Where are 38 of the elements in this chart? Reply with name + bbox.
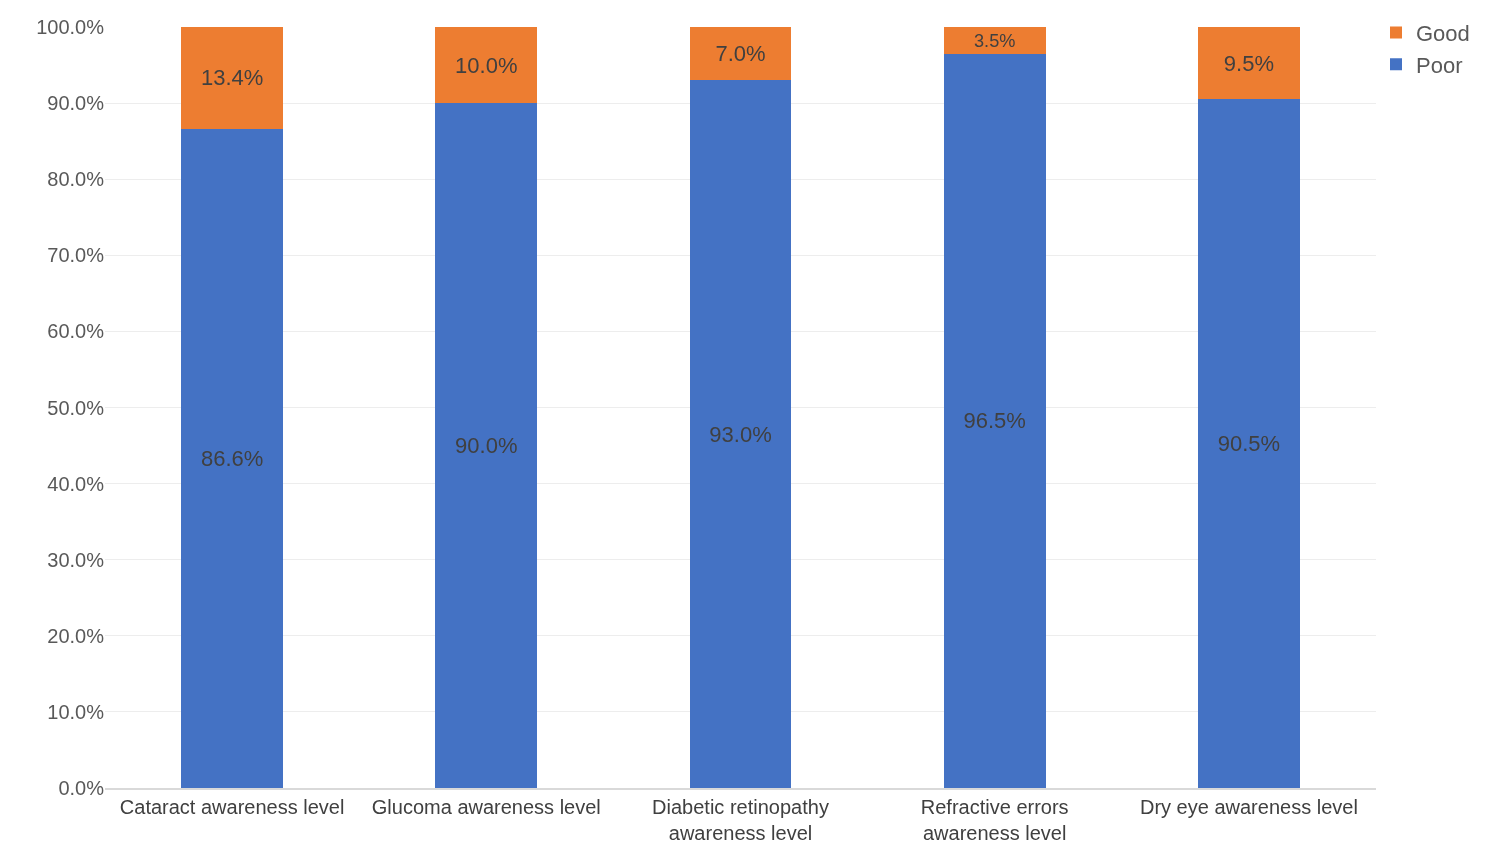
y-tick-label: 20.0% [47, 624, 105, 647]
legend-label: Good [1416, 21, 1470, 47]
bar [689, 80, 792, 788]
x-tick-label: Dry eye awareness level [1139, 796, 1358, 818]
bar [435, 27, 538, 104]
y-tick-label: 100.0% [36, 16, 105, 38]
y-tick-label: 40.0% [47, 472, 105, 495]
data-label: 9.5% [1223, 50, 1274, 76]
y-tick-label: 0.0% [58, 777, 105, 799]
data-label: 7.0% [715, 41, 766, 67]
y-tick-label: 60.0% [47, 320, 105, 343]
data-label: 86.6% [200, 445, 264, 471]
data-label: 13.4% [200, 65, 264, 91]
y-tick-label: 90.0% [47, 92, 105, 115]
x-tick-label: Diabetic retinopathy awareness level [652, 796, 829, 844]
y-tick-label: 80.0% [47, 168, 105, 191]
y-tick-label: 30.0% [47, 548, 105, 571]
data-label: 96.5% [963, 408, 1026, 434]
bar [181, 128, 283, 788]
data-label: 3.5% [974, 30, 1016, 51]
data-label: 10.0% [455, 52, 518, 78]
data-label: 90.5% [1217, 431, 1281, 457]
y-tick-label: 70.0% [47, 244, 105, 267]
bar [1198, 27, 1300, 100]
y-tick-label: 10.0% [47, 700, 105, 723]
data-label: 90.0% [455, 433, 518, 459]
bar [943, 27, 1046, 54]
x-tick-label: Refractive errors awareness level [920, 796, 1069, 844]
bar [1198, 99, 1300, 788]
x-tick-label: Glucoma awareness level [371, 796, 601, 818]
x-tick-label: Cataract awareness level [119, 796, 345, 818]
y-tick-label: 50.0% [47, 396, 105, 419]
legend-label: Poor [1416, 52, 1463, 78]
bar [689, 27, 792, 81]
bar [181, 27, 283, 129]
data-label: 93.0% [709, 421, 772, 447]
bar [943, 53, 1046, 788]
bar [435, 103, 538, 788]
